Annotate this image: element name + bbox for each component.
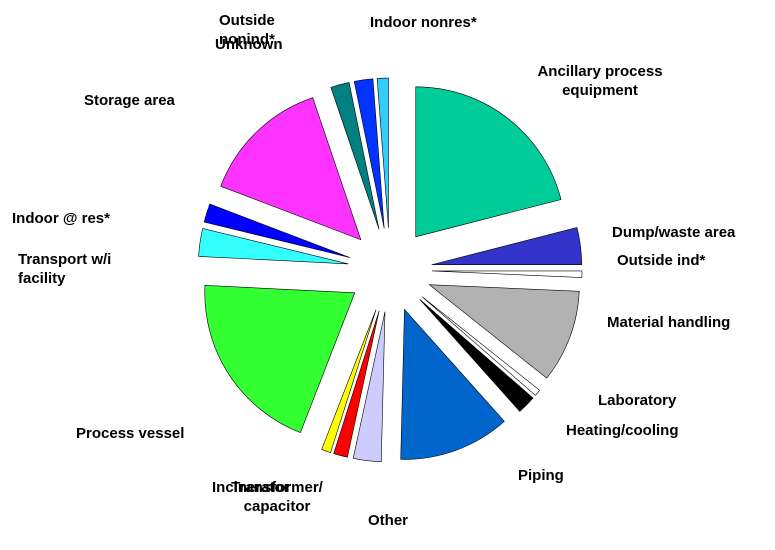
pie-slice	[321, 309, 377, 453]
pie-slice	[400, 308, 505, 460]
pie-slice	[422, 296, 541, 396]
slice-label: Outside ind*	[617, 252, 706, 269]
pie-slice	[204, 284, 356, 434]
slice-label: Unknown	[215, 36, 283, 53]
pie-slice	[428, 284, 580, 379]
slice-label: Heating/cooling	[566, 422, 679, 439]
pie-slice	[353, 78, 385, 229]
slice-label: Transport w/i facility	[18, 251, 112, 287]
pie-slice	[220, 97, 362, 241]
slice-label: Other	[368, 512, 409, 529]
slice-label: Piping	[518, 467, 564, 484]
pie-slice	[419, 299, 534, 412]
slice-label: Material handling	[607, 314, 731, 331]
slice-label: Transformer/ capacitor	[231, 479, 323, 515]
slice-label: Process vessel	[76, 425, 185, 442]
slice-label: Dump/waste area	[612, 224, 736, 241]
slice-label: Indoor nonres*	[370, 14, 477, 31]
pie-slice	[431, 270, 583, 278]
pie-slice	[431, 227, 582, 266]
pie-slice	[415, 86, 562, 238]
slice-label: Ancillary process equipment	[537, 63, 663, 99]
pie-slice	[376, 77, 389, 229]
pie-slice	[198, 228, 349, 265]
pie-slice	[330, 82, 380, 230]
slice-label: Indoor @ res*	[12, 210, 110, 227]
pie-slice	[333, 310, 380, 458]
slice-label: Outside nonind*	[219, 12, 275, 48]
slice-label: Storage area	[84, 92, 175, 109]
slice-label: Incinerator	[212, 479, 290, 496]
slice-label: Laboratory	[598, 392, 677, 409]
pie-slice	[352, 311, 386, 462]
pie-slice	[203, 203, 351, 258]
